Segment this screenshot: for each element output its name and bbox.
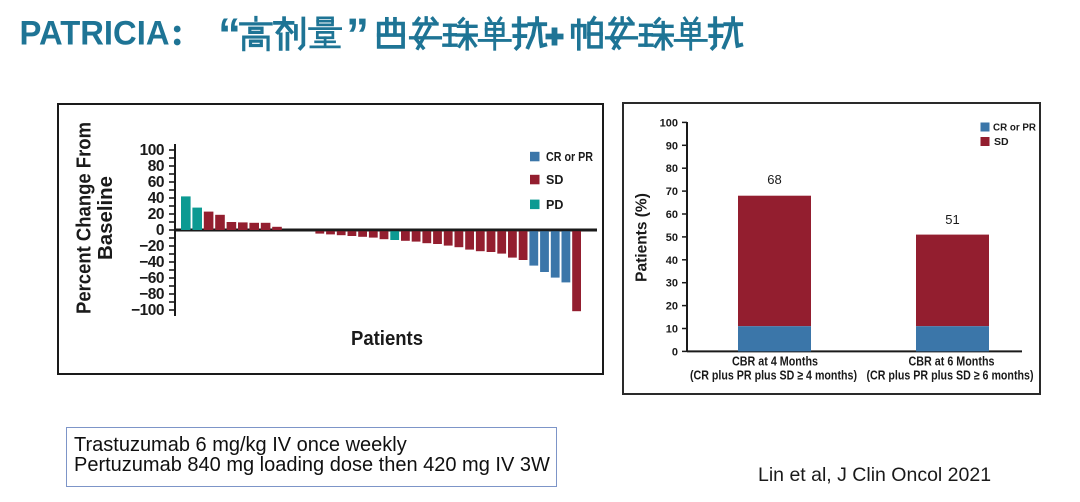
svg-text:80: 80 bbox=[666, 163, 678, 175]
svg-text:PD: PD bbox=[546, 198, 563, 212]
svg-text:(CR plus PR plus SD ≥ 4 months: (CR plus PR plus SD ≥ 4 months) bbox=[690, 368, 857, 383]
svg-text:90: 90 bbox=[666, 140, 678, 152]
svg-text:SD: SD bbox=[994, 136, 1009, 148]
svg-text:−40: −40 bbox=[139, 254, 164, 271]
svg-text:60: 60 bbox=[148, 174, 164, 191]
svg-text:80: 80 bbox=[148, 158, 164, 175]
svg-text:Baseline: Baseline bbox=[95, 176, 117, 260]
svg-text:PATRICIA: PATRICIA bbox=[20, 15, 170, 53]
svg-text:SD: SD bbox=[546, 173, 563, 187]
svg-text:CBR at 4 Months: CBR at 4 Months bbox=[732, 354, 818, 369]
svg-text:“: “ bbox=[218, 9, 241, 61]
svg-text:CBR at 6 Months: CBR at 6 Months bbox=[909, 354, 995, 369]
svg-text:Patients (%): Patients (%) bbox=[634, 193, 651, 282]
svg-text:CR or PR: CR or PR bbox=[546, 150, 593, 164]
svg-text:40: 40 bbox=[148, 190, 164, 207]
svg-text:”: ” bbox=[346, 9, 369, 61]
svg-text:70: 70 bbox=[666, 186, 678, 198]
svg-text:CR or PR: CR or PR bbox=[993, 122, 1036, 134]
svg-text:0: 0 bbox=[672, 346, 678, 358]
svg-text:Patients: Patients bbox=[351, 328, 423, 350]
svg-text:0: 0 bbox=[156, 222, 164, 239]
svg-text:100: 100 bbox=[140, 142, 164, 159]
svg-text:20: 20 bbox=[666, 301, 678, 313]
svg-text:40: 40 bbox=[666, 255, 678, 267]
svg-text:−60: −60 bbox=[139, 270, 164, 287]
svg-text:68: 68 bbox=[767, 172, 781, 187]
svg-text:(CR plus PR plus SD ≥ 6 months: (CR plus PR plus SD ≥ 6 months) bbox=[867, 368, 1034, 383]
svg-text:−100: −100 bbox=[131, 302, 164, 319]
svg-text:−20: −20 bbox=[139, 238, 164, 255]
svg-text:51: 51 bbox=[945, 212, 959, 227]
svg-text:60: 60 bbox=[666, 209, 678, 221]
svg-text:10: 10 bbox=[666, 324, 678, 336]
svg-text:−80: −80 bbox=[139, 286, 164, 303]
svg-text:30: 30 bbox=[666, 278, 678, 290]
svg-text:20: 20 bbox=[148, 206, 164, 223]
svg-text:50: 50 bbox=[666, 232, 678, 244]
svg-text:100: 100 bbox=[660, 117, 678, 129]
svg-text:Percent Change From: Percent Change From bbox=[74, 122, 96, 314]
